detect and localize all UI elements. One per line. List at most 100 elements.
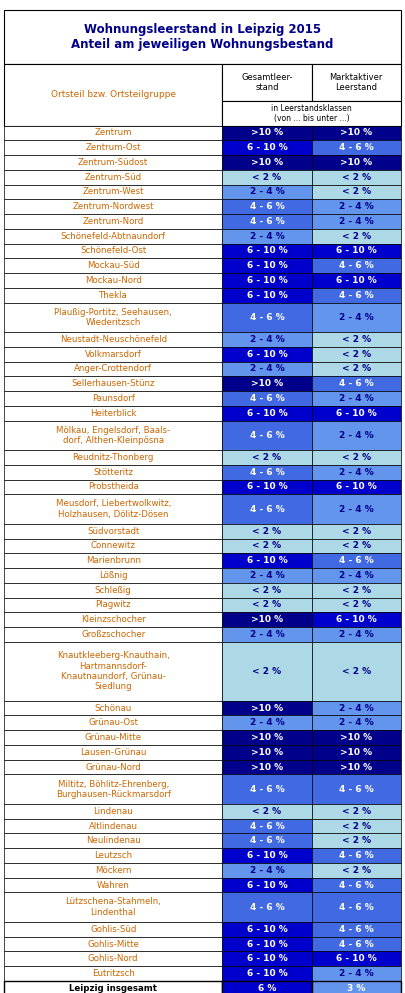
Text: 2 - 4 %: 2 - 4 % xyxy=(339,718,374,727)
Bar xyxy=(222,951,312,966)
Text: Gohlis-Nord: Gohlis-Nord xyxy=(88,954,139,963)
Bar xyxy=(222,391,312,406)
Bar xyxy=(312,64,401,101)
Text: 4 - 6 %: 4 - 6 % xyxy=(249,468,284,477)
Text: < 2 %: < 2 % xyxy=(252,666,281,676)
Bar xyxy=(222,598,312,613)
Bar xyxy=(4,598,222,613)
Text: 2 - 4 %: 2 - 4 % xyxy=(339,203,374,212)
Bar xyxy=(4,981,222,993)
Text: 2 - 4 %: 2 - 4 % xyxy=(249,364,284,373)
Bar xyxy=(4,125,222,140)
Text: >10 %: >10 % xyxy=(340,128,372,137)
Text: 6 - 10 %: 6 - 10 % xyxy=(247,261,288,270)
Bar xyxy=(222,641,312,701)
Text: 6 - 10 %: 6 - 10 % xyxy=(247,924,288,933)
Bar xyxy=(222,804,312,818)
Bar xyxy=(312,465,401,480)
Text: 4 - 6 %: 4 - 6 % xyxy=(339,851,374,860)
Text: 2 - 4 %: 2 - 4 % xyxy=(249,630,284,638)
Bar xyxy=(312,228,401,243)
Text: < 2 %: < 2 % xyxy=(342,666,371,676)
Bar xyxy=(222,833,312,848)
Text: 2 - 4 %: 2 - 4 % xyxy=(249,335,284,344)
Text: Connewitz: Connewitz xyxy=(91,541,136,550)
Bar xyxy=(222,125,312,140)
Text: < 2 %: < 2 % xyxy=(342,836,371,845)
Text: Paunsdorf: Paunsdorf xyxy=(92,394,134,403)
Bar xyxy=(4,775,222,804)
Text: 6 - 10 %: 6 - 10 % xyxy=(247,969,288,978)
Text: Marktaktiver
Leerstand: Marktaktiver Leerstand xyxy=(330,72,383,92)
Text: Lindenau: Lindenau xyxy=(93,807,133,816)
Text: 6 - 10 %: 6 - 10 % xyxy=(247,350,288,358)
Bar xyxy=(4,10,401,64)
Bar xyxy=(312,804,401,818)
Text: >10 %: >10 % xyxy=(340,733,372,742)
Text: Heiterblick: Heiterblick xyxy=(90,409,136,418)
Bar xyxy=(4,465,222,480)
Text: Zentrum-Südost: Zentrum-Südost xyxy=(78,158,148,167)
Bar xyxy=(312,450,401,465)
Text: Zentrum-Nordwest: Zentrum-Nordwest xyxy=(72,203,154,212)
Text: 6 - 10 %: 6 - 10 % xyxy=(247,483,288,492)
Bar xyxy=(4,863,222,878)
Text: 2 - 4 %: 2 - 4 % xyxy=(249,231,284,240)
Bar xyxy=(312,716,401,730)
Text: Zentrum-Ost: Zentrum-Ost xyxy=(85,143,141,152)
Bar xyxy=(222,273,312,288)
Bar xyxy=(4,848,222,863)
Text: >10 %: >10 % xyxy=(251,158,283,167)
Text: 4 - 6 %: 4 - 6 % xyxy=(339,784,374,793)
Bar xyxy=(222,465,312,480)
Text: 2 - 4 %: 2 - 4 % xyxy=(339,571,374,580)
Bar xyxy=(312,641,401,701)
Text: Schönefeld-Ost: Schönefeld-Ost xyxy=(80,246,146,255)
Bar xyxy=(4,421,222,450)
Text: 4 - 6 %: 4 - 6 % xyxy=(339,379,374,388)
Text: 2 - 4 %: 2 - 4 % xyxy=(339,969,374,978)
Bar xyxy=(312,391,401,406)
Text: 2 - 4 %: 2 - 4 % xyxy=(339,468,374,477)
Bar xyxy=(4,878,222,893)
Text: Lausen-Grünau: Lausen-Grünau xyxy=(80,748,146,757)
Bar xyxy=(222,583,312,598)
Bar xyxy=(4,966,222,981)
Bar xyxy=(4,450,222,465)
Bar xyxy=(312,922,401,936)
Text: 2 - 4 %: 2 - 4 % xyxy=(339,431,374,440)
Bar xyxy=(312,568,401,583)
Text: 6 - 10 %: 6 - 10 % xyxy=(247,556,288,565)
Bar xyxy=(222,848,312,863)
Text: Lößnig: Lößnig xyxy=(99,571,128,580)
Bar xyxy=(312,745,401,760)
Text: Miltitz, Böhlitz-Ehrenberg,
Burghausen-Rückmarsdorf: Miltitz, Böhlitz-Ehrenberg, Burghausen-R… xyxy=(56,780,171,799)
Text: 2 - 4 %: 2 - 4 % xyxy=(339,216,374,226)
Bar xyxy=(4,303,222,332)
Text: >10 %: >10 % xyxy=(251,615,283,625)
Text: < 2 %: < 2 % xyxy=(342,335,371,344)
Text: Plagwitz: Plagwitz xyxy=(96,601,131,610)
Bar xyxy=(222,64,312,101)
Bar xyxy=(222,523,312,538)
Text: Zentrum-West: Zentrum-West xyxy=(83,188,144,197)
Text: 6 - 10 %: 6 - 10 % xyxy=(336,246,377,255)
Text: >10 %: >10 % xyxy=(251,379,283,388)
Bar xyxy=(312,523,401,538)
Text: Marienbrunn: Marienbrunn xyxy=(86,556,141,565)
Bar xyxy=(312,332,401,347)
Text: Leipzig insgesamt: Leipzig insgesamt xyxy=(69,984,157,993)
Bar xyxy=(222,863,312,878)
Bar xyxy=(4,627,222,641)
Bar xyxy=(312,966,401,981)
Bar xyxy=(312,214,401,228)
Text: < 2 %: < 2 % xyxy=(342,173,371,182)
Text: Plaußig-Portitz, Seehausen,
Wiederitzsch: Plaußig-Portitz, Seehausen, Wiederitzsch xyxy=(54,308,172,327)
Bar xyxy=(312,951,401,966)
Bar xyxy=(222,981,312,993)
Text: Ortsteil bzw. Ortsteilgruppe: Ortsteil bzw. Ortsteilgruppe xyxy=(51,90,176,99)
Text: 6 - 10 %: 6 - 10 % xyxy=(247,954,288,963)
Text: 6 - 10 %: 6 - 10 % xyxy=(336,954,377,963)
Bar xyxy=(4,613,222,627)
Text: Neustadt-Neuschönefeld: Neustadt-Neuschönefeld xyxy=(60,335,167,344)
